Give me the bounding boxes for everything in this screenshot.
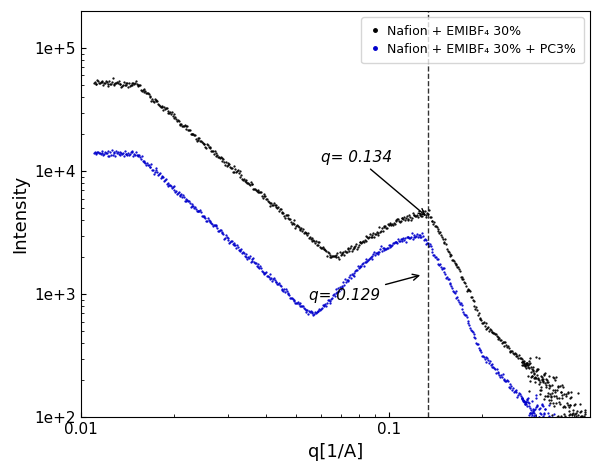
Nafion + EMIBF₄ 30% [238,172,245,178]
Nafion + EMIBF₄ 30% [484,324,492,329]
Nafion + EMIBF₄ 30% [281,213,288,219]
Nafion + EMIBF₄ 30% [584,427,591,432]
Nafion + EMIBF₄ 30% [260,191,267,197]
Nafion + EMIBF₄ 30% + PC3% [561,427,569,432]
Nafion + EMIBF₄ 30% + PC3% [90,151,97,156]
Y-axis label: Intensity: Intensity [11,175,29,253]
Nafion + EMIBF₄ 30% + PC3% [533,418,540,424]
Legend: Nafion + EMIBF₄ 30%, Nafion + EMIBF₄ 30% + PC3%: Nafion + EMIBF₄ 30%, Nafion + EMIBF₄ 30%… [361,17,584,63]
Nafion + EMIBF₄ 30% [532,375,540,381]
Line: Nafion + EMIBF₄ 30% + PC3%: Nafion + EMIBF₄ 30% + PC3% [93,149,588,430]
Line: Nafion + EMIBF₄ 30%: Nafion + EMIBF₄ 30% [93,77,588,430]
Nafion + EMIBF₄ 30% [109,76,117,81]
Nafion + EMIBF₄ 30% [563,427,570,432]
Nafion + EMIBF₄ 30% + PC3% [238,246,245,252]
Nafion + EMIBF₄ 30% + PC3% [281,286,288,291]
Nafion + EMIBF₄ 30% + PC3% [525,427,532,432]
Nafion + EMIBF₄ 30% + PC3% [584,427,591,432]
Nafion + EMIBF₄ 30% [561,422,568,428]
Nafion + EMIBF₄ 30% [90,81,97,86]
Nafion + EMIBF₄ 30% + PC3% [260,270,267,276]
X-axis label: q[1/A]: q[1/A] [308,443,363,461]
Nafion + EMIBF₄ 30% + PC3% [484,357,492,363]
Text: q= 0.134: q= 0.134 [320,150,425,215]
Text: q= 0.129: q= 0.129 [309,274,419,303]
Nafion + EMIBF₄ 30% + PC3% [108,147,115,153]
